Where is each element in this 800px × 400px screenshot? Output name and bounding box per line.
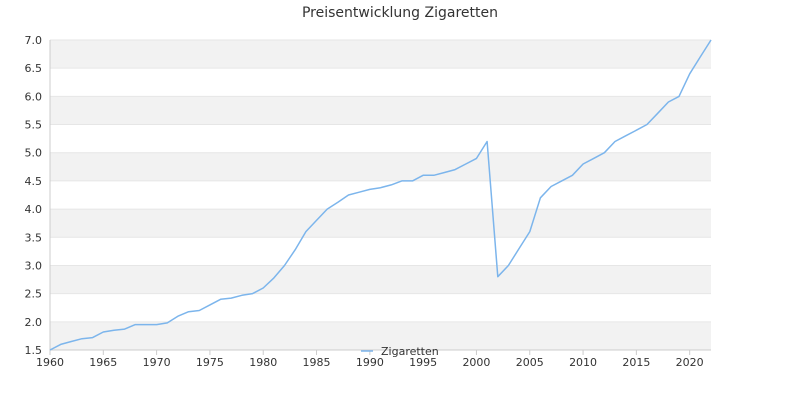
grid-bands [50,40,711,350]
y-tick-label: 2.0 [25,316,43,329]
x-axis-ticks: 1960 1965 1970 1975 1980 1985 1990 1995 2000 2005… [36,350,704,369]
x-tick-label: 1995 [409,356,437,369]
grid-band [50,96,711,125]
y-tick-label: 6.0 [25,90,43,103]
y-tick-label: 5.5 [25,119,43,132]
y-tick-label: 1.5 [25,344,43,357]
y-tick-label: 7.0 [25,34,43,47]
x-tick-label: 2005 [516,356,544,369]
y-tick-label: 4.0 [25,203,43,216]
series-group [49,39,712,351]
series-line [49,39,712,351]
x-tick-label: 1990 [356,356,384,369]
y-axis-ticks: 1.5 2.0 2.5 3.0 3.5 4.0 4.5 5.0 5.5 6.0 6.5 7.0 [25,34,43,357]
x-tick-label: 1975 [196,356,224,369]
grid-band [50,152,711,181]
y-tick-label: 2.5 [25,288,43,301]
x-tick-label: 1965 [89,356,117,369]
x-tick-label: 2020 [676,356,704,369]
grid-band [50,40,711,69]
grid-lines [50,39,711,351]
x-tick-label: 2000 [462,356,490,369]
y-tick-label: 3.5 [25,231,43,244]
x-tick-label: 1980 [249,356,277,369]
grid-band [50,209,711,238]
chart-title: Preisentwicklung Zigaretten [302,5,498,21]
y-tick-label: 4.5 [25,175,43,188]
grid-band [50,321,711,350]
y-tick-label: 5.0 [25,147,43,160]
x-tick-label: 2010 [569,356,597,369]
y-tick-label: 3.0 [25,259,43,272]
x-tick-label: 1985 [303,356,331,369]
x-tick-label: 1970 [143,356,171,369]
y-tick-label: 6.5 [25,62,43,75]
legend-label: Zigaretten [381,345,439,358]
legend[interactable]: Zigaretten [361,345,439,358]
x-tick-label: 2015 [622,356,650,369]
grid-band [50,265,711,294]
x-tick-label: 1960 [36,356,64,369]
